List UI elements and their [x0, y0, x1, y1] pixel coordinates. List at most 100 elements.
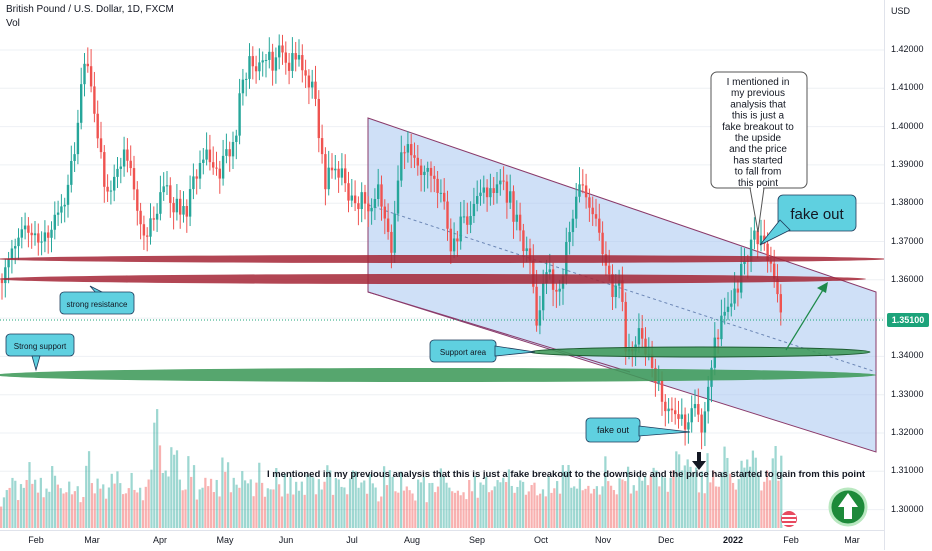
price-tick-label: 1.37000 — [891, 235, 924, 246]
chart-symbol-title: British Pound / U.S. Dollar, 1D, FXCM — [6, 4, 174, 15]
time-axis[interactable]: Feb Mar Apr May Jun Jul Aug Sep Oct Nov Dec 2022 Feb… — [0, 530, 884, 551]
candle-body — [736, 288, 740, 293]
volume-bar — [391, 476, 394, 528]
candle-body — [357, 203, 360, 210]
volume-bar — [658, 486, 661, 528]
volume-bar — [116, 471, 119, 528]
volume-bar — [482, 484, 485, 528]
time-tick-label: Sep — [468, 535, 486, 545]
candle-body — [202, 159, 205, 163]
volume-bar — [380, 496, 383, 528]
candle-body — [591, 207, 594, 215]
chart-area[interactable]: strong resistance Strong support Support… — [0, 0, 884, 530]
volume-bar — [377, 501, 380, 528]
candle-body — [594, 214, 598, 219]
candle-body — [129, 160, 132, 169]
volume-bar — [485, 476, 488, 528]
candle-body — [749, 239, 753, 262]
candle-body — [700, 414, 703, 433]
candle-body — [505, 181, 509, 203]
volume-bar — [513, 492, 516, 528]
candle-body — [769, 261, 773, 264]
candle-body — [274, 57, 278, 71]
candle-body — [215, 167, 218, 169]
volume-bar — [25, 479, 28, 528]
resistance-callout: strong resistance — [59, 285, 135, 315]
note-top-line: I mentioned in — [727, 77, 790, 88]
candle-body — [291, 53, 294, 71]
volume-bar — [584, 488, 587, 528]
candle-body — [251, 56, 254, 67]
note-top-line: analysis that — [730, 99, 786, 110]
note-top-line: this is just a — [732, 111, 785, 122]
volume-bar — [289, 477, 292, 528]
candle-body — [528, 248, 532, 261]
volume-bar — [638, 476, 641, 528]
candle-body — [380, 184, 383, 207]
candle-body — [568, 232, 571, 242]
volume-bar — [592, 488, 596, 528]
volume-bar — [465, 499, 468, 528]
volume-bar — [729, 473, 732, 528]
volume-bar — [104, 498, 108, 528]
price-axis[interactable]: USD 1.42000 1.41000 1.40000 1.39000 1.38000 1… — [884, 0, 932, 550]
volume-bar — [746, 459, 749, 528]
volume-bar — [496, 480, 499, 528]
candle-body — [446, 201, 449, 229]
volume-bar — [717, 486, 720, 528]
candle-body — [433, 175, 436, 179]
note-top-line: the upside — [735, 133, 782, 144]
candle-body — [492, 188, 495, 193]
volume-bar — [93, 493, 96, 528]
volume-bar — [121, 494, 125, 528]
volume-bar — [632, 485, 635, 528]
candle-body — [624, 301, 627, 352]
volume-bar — [655, 470, 658, 528]
volume-bar — [661, 476, 664, 528]
candle-body — [80, 84, 83, 123]
candle-body — [575, 196, 578, 219]
volume-bar — [442, 476, 445, 528]
candle-body — [175, 198, 179, 213]
volume-bar — [539, 493, 542, 528]
volume-bar — [42, 497, 45, 528]
volume-bar — [96, 478, 99, 528]
volume-bar — [422, 476, 425, 528]
candle-body — [23, 225, 27, 230]
candle-body — [726, 306, 730, 312]
support-zone — [0, 368, 876, 382]
volume-bar — [158, 445, 162, 528]
volume-bar — [646, 485, 650, 528]
volume-bar — [73, 491, 76, 528]
candle-body — [344, 168, 347, 184]
candle-body — [637, 328, 641, 345]
resistance-zone-lower — [0, 274, 866, 284]
volume-bar — [99, 488, 102, 528]
volume-bar — [695, 467, 698, 528]
volume-bar — [445, 482, 448, 528]
volume-bar — [490, 490, 494, 528]
candle-body — [172, 202, 175, 213]
volume-bar — [663, 477, 667, 528]
channel-lower-extension — [367, 291, 631, 373]
candle-body — [400, 152, 403, 181]
candle-body — [284, 52, 287, 63]
candle-body — [353, 195, 357, 204]
volume-bar — [530, 485, 533, 528]
candle-body — [743, 260, 746, 264]
candle-body — [518, 214, 522, 231]
candle-body — [657, 380, 660, 383]
candle-body — [693, 404, 697, 409]
volume-bar — [686, 459, 689, 528]
candle-body — [235, 135, 238, 142]
volume-bar — [587, 485, 590, 528]
price-tick-label: 1.38000 — [891, 197, 924, 208]
candle-body — [532, 260, 535, 287]
time-tick-label: Dec — [657, 535, 675, 545]
price-chart[interactable]: strong resistance Strong support Support… — [0, 0, 884, 530]
candle-body — [103, 152, 106, 187]
volume-bar — [141, 500, 145, 528]
candle-body — [43, 232, 47, 242]
candle-body — [304, 70, 307, 76]
candle-body — [119, 166, 122, 169]
